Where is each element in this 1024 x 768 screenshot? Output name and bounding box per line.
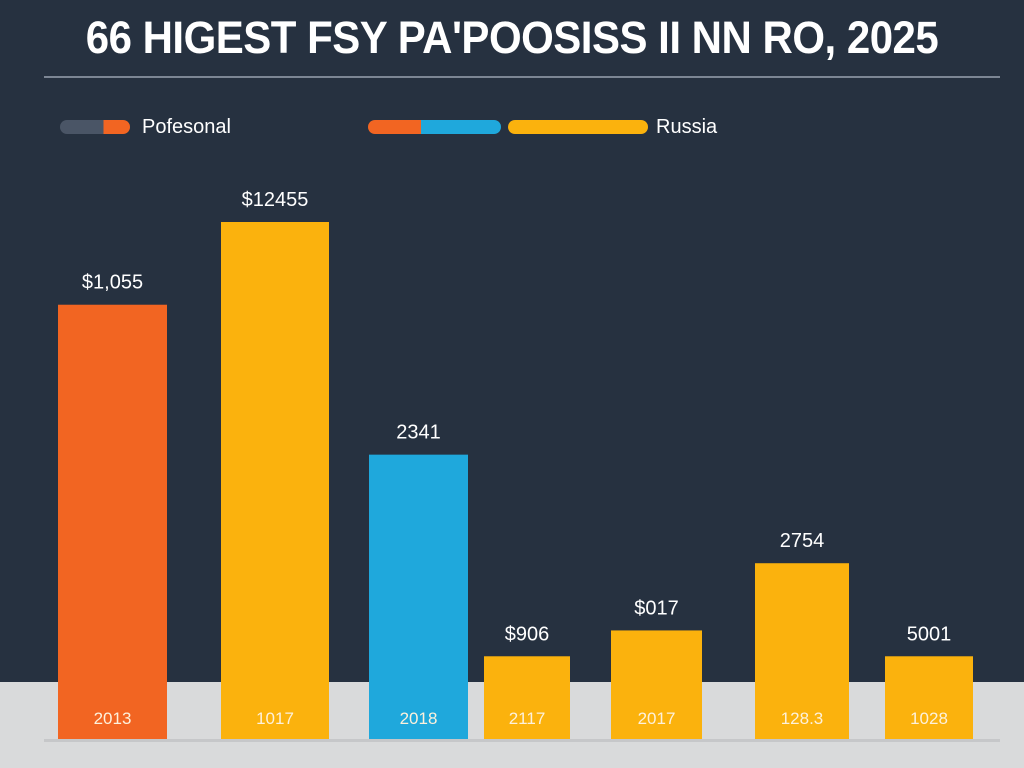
legend-item-pofesonal: Pofesonal: [60, 116, 231, 138]
legend-label: Russia: [656, 115, 718, 138]
data-label: $12455: [242, 189, 309, 211]
data-label: $017: [634, 597, 679, 619]
title-divider: [44, 76, 1000, 78]
x-tick-label: 2117: [509, 709, 546, 728]
x-tick-label: 1017: [256, 709, 294, 728]
bar-128.3: [755, 563, 849, 739]
x-tick-label: 2013: [94, 709, 132, 728]
legend-item-russia: Russia: [368, 116, 717, 138]
data-label: $1,055: [82, 272, 143, 294]
chart-title: 66 HIGEST FSY PA'POOSISS II NN RO, 2025: [85, 12, 939, 63]
x-tick-label: 1028: [910, 709, 948, 728]
data-label: 2341: [396, 422, 441, 444]
bar-1017: [221, 222, 329, 739]
legend-label: Pofesonal: [142, 115, 231, 138]
x-tick-label: 128.3: [781, 709, 824, 728]
data-label: 2754: [780, 530, 825, 552]
data-label: 5001: [907, 623, 952, 645]
bar-2018: [369, 454, 468, 739]
x-axis-line: [44, 739, 1000, 742]
x-tick-label: 2017: [638, 709, 676, 728]
legend-swatch: [508, 120, 648, 134]
x-tick-label: 2018: [400, 709, 438, 728]
bar-2117: [484, 656, 570, 739]
legend-swatch: [368, 120, 501, 134]
bar-2013: [58, 304, 167, 739]
bar-2017: [611, 630, 702, 739]
legend-swatch: [60, 120, 130, 134]
bar-1028: [885, 656, 973, 739]
data-label: $906: [505, 623, 550, 645]
